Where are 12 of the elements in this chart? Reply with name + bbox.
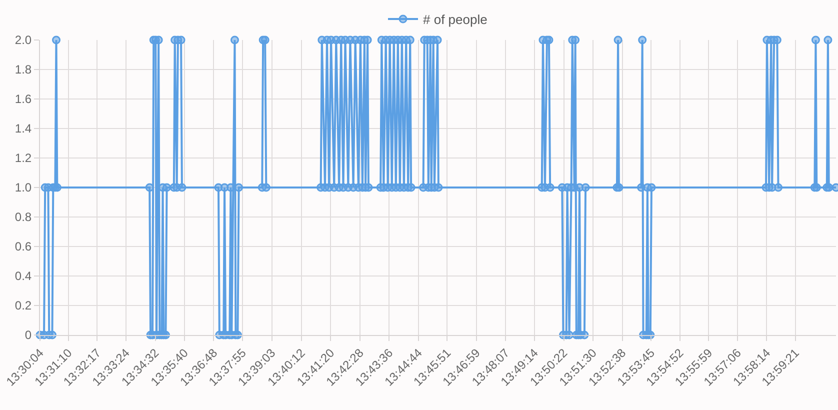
y-tick-label: 0.6 <box>14 240 32 254</box>
legend-label: # of people <box>423 12 488 28</box>
y-tick-label: 0.4 <box>14 269 32 284</box>
y-tick-label: 1.8 <box>14 62 32 77</box>
y-tick-label: 1.0 <box>14 180 32 195</box>
y-tick-label: 1.6 <box>14 92 32 106</box>
y-tick-label: 0.2 <box>14 298 32 313</box>
y-tick-label: 0 <box>24 328 32 342</box>
y-tick-label: 1.4 <box>14 122 32 136</box>
y-tick-label: 1.2 <box>14 151 32 166</box>
y-tick-label: 2.0 <box>14 33 32 48</box>
y-tick-label: 0.8 <box>14 210 32 224</box>
